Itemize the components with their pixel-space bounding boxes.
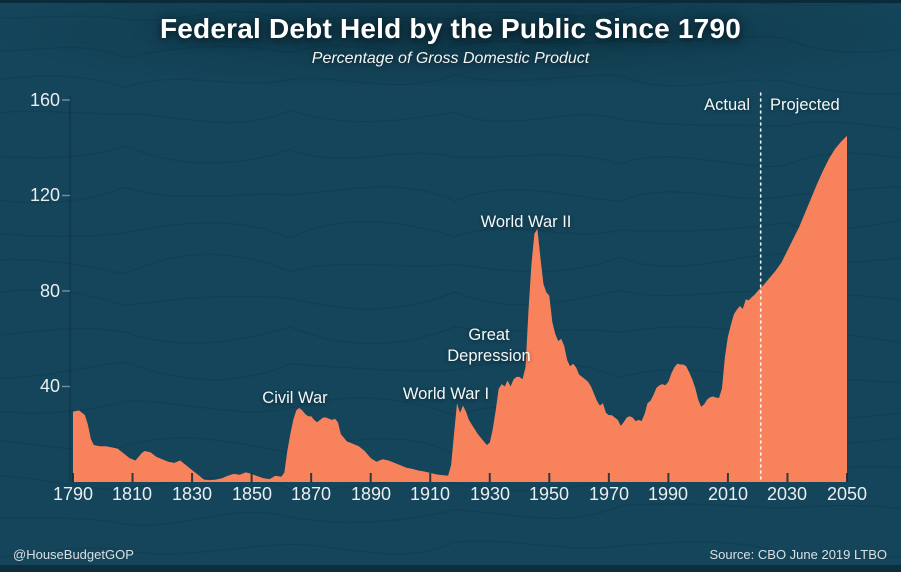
x-axis-label-1890: 1890 [350,484,392,504]
x-axis-label-1810: 1810 [111,484,153,504]
annotation-world-war-1: World War I [402,385,490,403]
x-axis-label-2010: 2010 [707,484,749,504]
x-axis-label-1870: 1870 [290,484,332,504]
x-axis-label-1850: 1850 [231,484,273,504]
x-axis-label-1790: 1790 [52,484,94,504]
y-axis-label-80: 80 [39,281,60,301]
x-axis-label-2050: 2050 [826,484,868,504]
top-border-band [0,0,901,3]
annotation-world-war-2: World War II [480,213,572,231]
x-axis-label-1950: 1950 [528,484,570,504]
chart-subtitle: Percentage of Gross Domestic Product [311,50,590,67]
actual-label: Actual [704,96,750,114]
social-handle: @HouseBudgetGOP [13,547,134,562]
y-axis-label-120: 120 [29,185,60,205]
x-axis-label-2030: 2030 [766,484,808,504]
x-axis-label-1970: 1970 [588,484,630,504]
y-axis-label-160: 160 [29,90,60,110]
bottom-border-band [0,565,901,572]
projected-label: Projected [770,96,840,114]
annotation-civil-war: Civil War [262,389,328,407]
y-axis-label-40: 40 [39,376,60,396]
annotation-great-depression: Great Depression [447,326,531,365]
x-axis-label-1910: 1910 [409,484,451,504]
x-axis-label-1930: 1930 [469,484,511,504]
x-axis-label-1990: 1990 [647,484,689,504]
chart-title: Federal Debt Held by the Public Since 17… [159,13,742,44]
source-credit: Source: CBO June 2019 LTBO [709,547,887,562]
x-axis-label-1830: 1830 [171,484,213,504]
